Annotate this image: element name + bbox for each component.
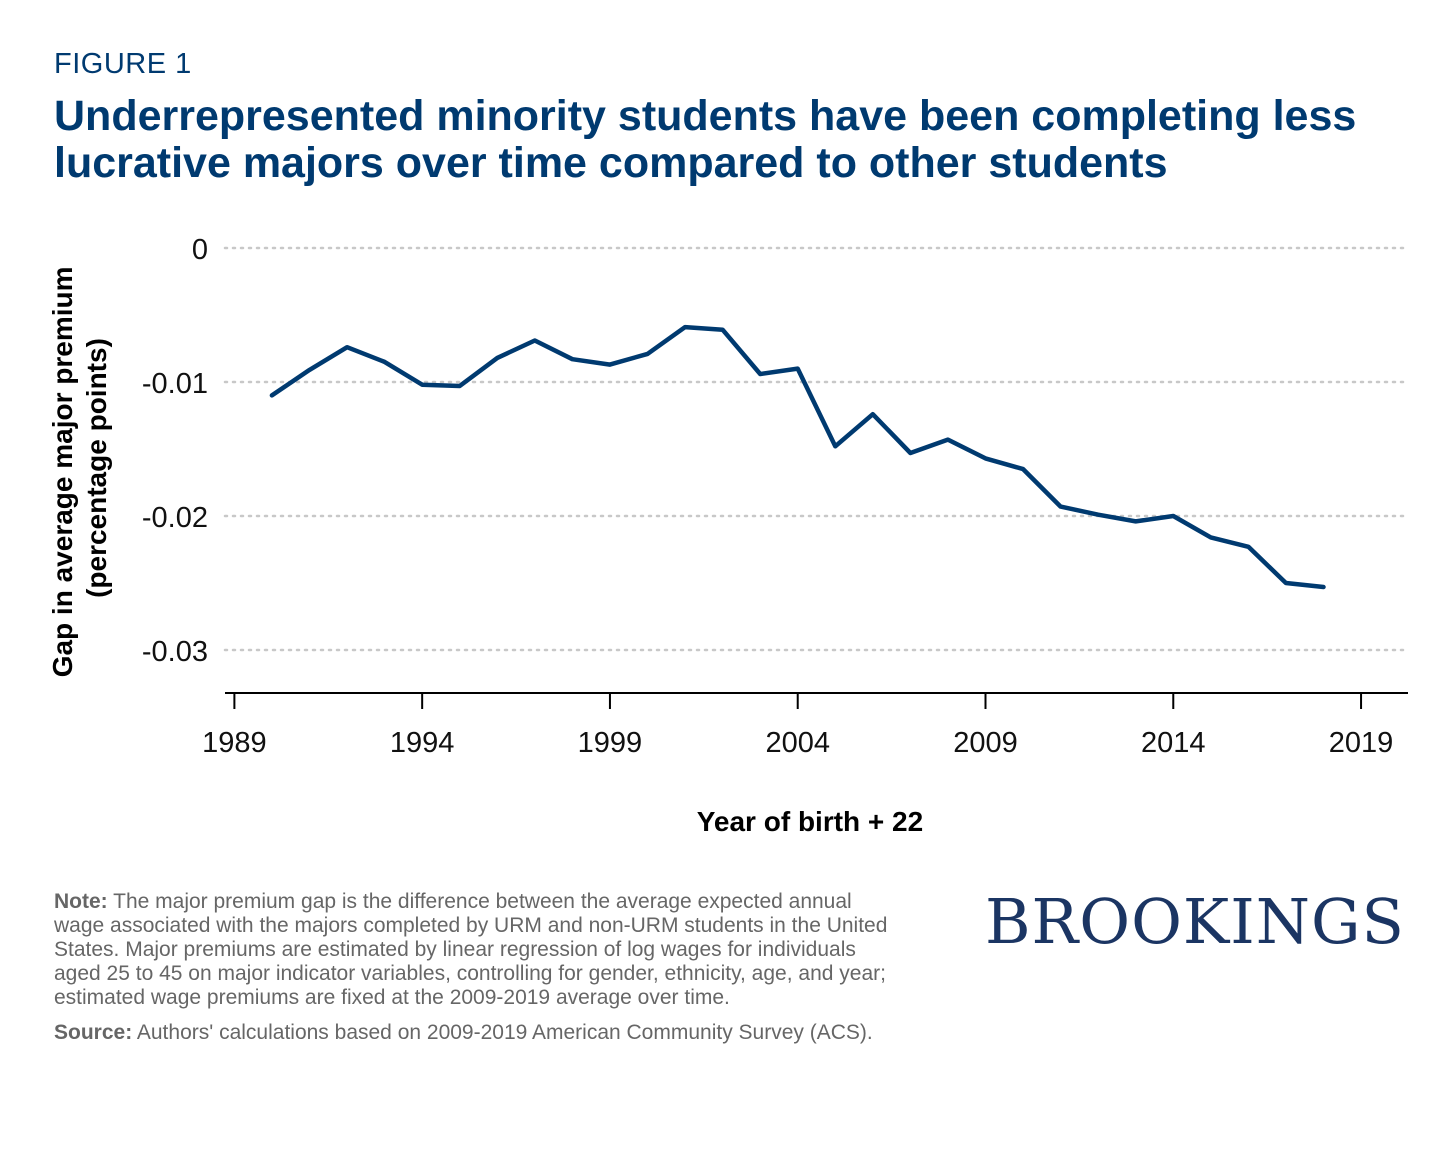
- x-tick-label: 2009: [953, 727, 1018, 759]
- note-text: The major premium gap is the difference …: [54, 890, 888, 1009]
- y-axis-tick-labels: 0 -0.01 -0.02 -0.03: [142, 234, 208, 668]
- chart-title: Underrepresented minority students have …: [54, 92, 1357, 187]
- gridlines: [223, 246, 1410, 652]
- y-tick-label: -0.02: [142, 502, 208, 534]
- x-tick-label: 2019: [1329, 727, 1394, 759]
- y-tick-label: -0.01: [142, 368, 208, 400]
- line-chart: 0 -0.01 -0.02 -0.03 1989 1994 1999 2004 2009 201…: [47, 234, 1410, 837]
- x-axis-title: Year of birth + 22: [697, 806, 923, 837]
- brookings-logo: BROOKINGS: [985, 885, 1405, 958]
- notes-block: Note: The major premium gap is the diffe…: [54, 890, 904, 1056]
- source-text: Authors' calculations based on 2009-2019…: [132, 1021, 873, 1044]
- figure-label: FIGURE 1: [54, 48, 192, 80]
- note-label: Note:: [54, 890, 108, 913]
- x-tick-label: 2014: [1141, 727, 1206, 759]
- y-axis-title-line2: (percentage points): [81, 338, 112, 598]
- x-tick-label: 2004: [765, 727, 830, 759]
- x-axis-ticks: 1989 1994 1999 2004 2009 2014 2019: [202, 693, 1393, 759]
- x-tick-label: 1994: [390, 727, 455, 759]
- series-line: [269, 324, 1326, 590]
- x-tick-label: 1999: [578, 727, 643, 759]
- y-axis-title: Gap in average major premium (percentage…: [47, 259, 112, 678]
- source-label: Source:: [54, 1021, 133, 1044]
- y-tick-label: -0.03: [142, 636, 208, 668]
- x-tick-label: 1989: [202, 727, 267, 759]
- y-axis-title-line1: Gap in average major premium: [47, 266, 78, 677]
- y-tick-label: 0: [192, 234, 208, 266]
- source-paragraph: Source: Authors' calculations based on 2…: [54, 1021, 904, 1045]
- note-paragraph: Note: The major premium gap is the diffe…: [54, 890, 904, 1010]
